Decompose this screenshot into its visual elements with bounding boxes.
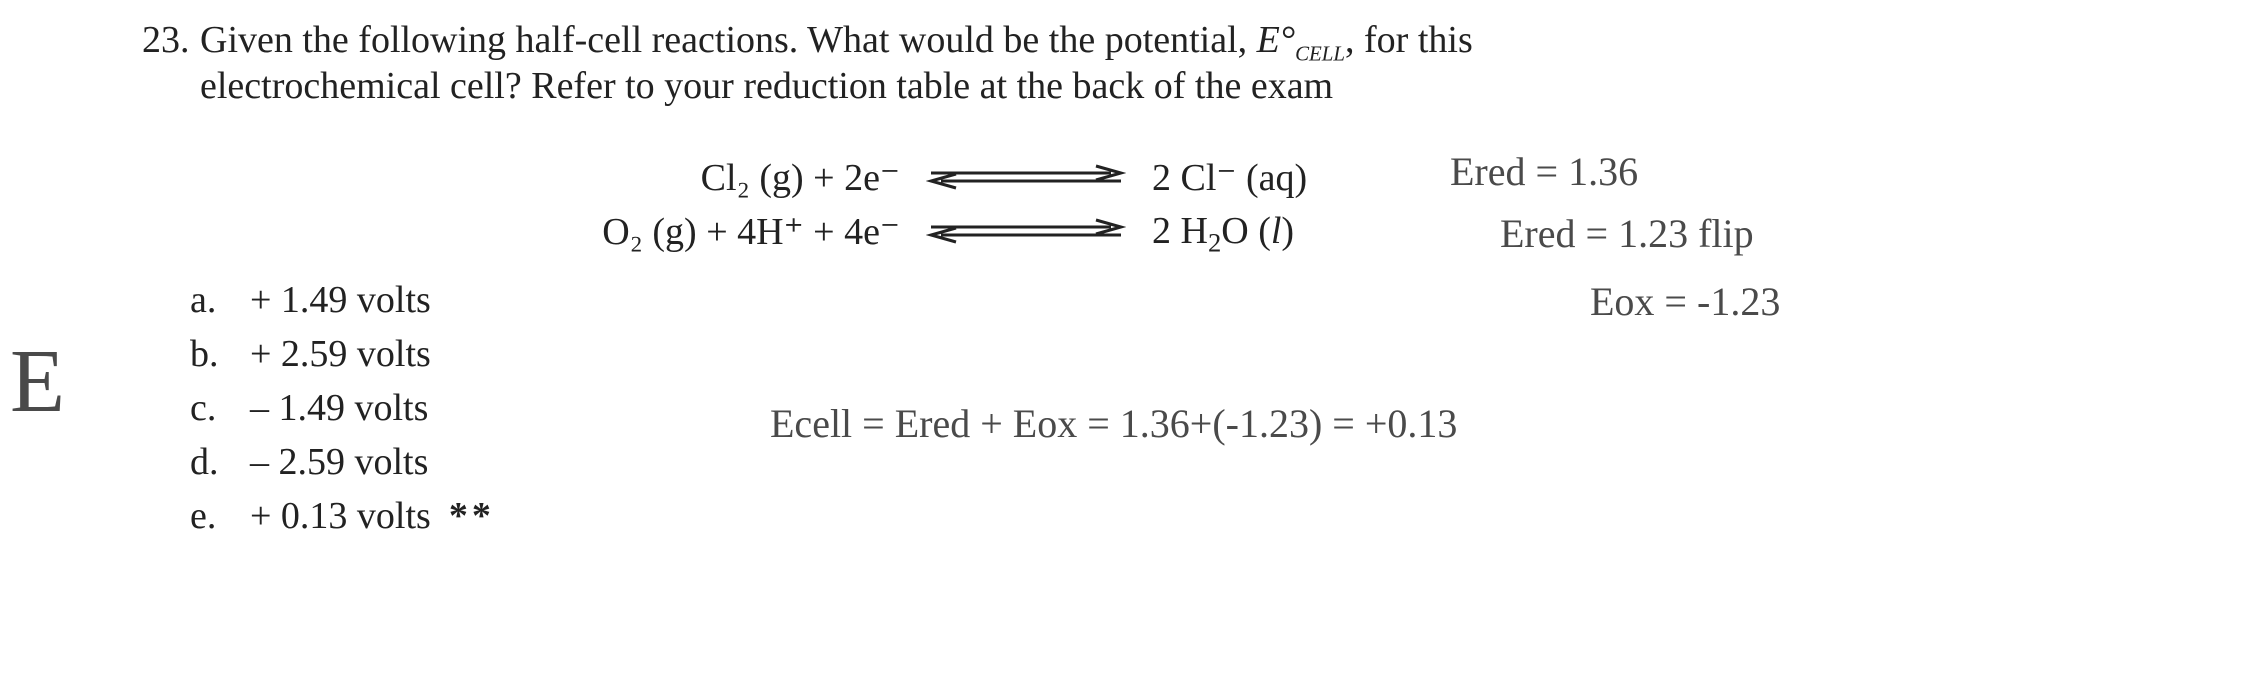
ecell-symbol-e: E°	[1257, 19, 1295, 61]
margin-handwritten-letter: E	[10, 330, 65, 433]
handwritten-ered-1: Ered = 1.36	[1450, 148, 1638, 195]
reaction-2-left: O₂ (g) + 4H⁺ + 4e⁻	[540, 209, 916, 254]
option-letter: a.	[190, 278, 250, 322]
liquid-phase-l: l	[1271, 210, 1282, 252]
handwritten-eox: Eox = -1.23	[1590, 278, 1780, 325]
option-letter: d.	[190, 440, 250, 484]
question-text-1b: , for this	[1345, 19, 1473, 61]
reaction-row-2: O₂ (g) + 4H⁺ + 4e⁻ 2 H2O (l)	[540, 204, 1412, 258]
option-letter: b.	[190, 332, 250, 376]
exam-question-page: 23. Given the following half-cell reacti…	[0, 0, 2262, 674]
option-d: d. – 2.59 volts	[190, 440, 495, 494]
option-a: a. + 1.49 volts	[190, 278, 495, 332]
question-number: 23.	[142, 18, 190, 62]
option-value: – 2.59 volts	[250, 440, 428, 484]
question-text-1a: Given the following half-cell reactions.…	[200, 19, 1257, 61]
option-mark: **	[431, 494, 495, 538]
handwritten-ecell: Ecell = Ered + Eox = 1.36+(-1.23) = +0.1…	[770, 400, 1457, 447]
reaction-row-1: Cl₂ (g) + 2e⁻ 2 Cl⁻ (aq)	[540, 150, 1412, 204]
option-letter: c.	[190, 386, 250, 430]
answer-options: a. + 1.49 volts b. + 2.59 volts c. – 1.4…	[190, 278, 495, 548]
option-value: + 0.13 volts	[250, 494, 431, 538]
option-value: + 2.59 volts	[250, 332, 431, 376]
question-text-line-2: electrochemical cell? Refer to your redu…	[200, 64, 1333, 108]
equilibrium-arrow-icon	[916, 162, 1136, 192]
option-value: + 1.49 volts	[250, 278, 431, 322]
handwritten-ered-2: Ered = 1.23 flip	[1500, 210, 1754, 257]
ecell-symbol-sub: CELL	[1295, 42, 1345, 66]
option-value: – 1.49 volts	[250, 386, 428, 430]
equilibrium-arrow-icon	[916, 216, 1136, 246]
option-e: e. + 0.13 volts **	[190, 494, 495, 548]
half-reactions: Cl₂ (g) + 2e⁻ 2 Cl⁻ (aq) O₂ (g) + 4H⁺ + …	[540, 150, 1412, 258]
question-text-line-1: Given the following half-cell reactions.…	[200, 18, 1473, 62]
option-b: b. + 2.59 volts	[190, 332, 495, 386]
option-c: c. – 1.49 volts	[190, 386, 495, 440]
reaction-1-left: Cl₂ (g) + 2e⁻	[540, 155, 916, 200]
option-letter: e.	[190, 494, 250, 538]
reaction-2-right: 2 H2O (l)	[1136, 209, 1412, 253]
reaction-1-right: 2 Cl⁻ (aq)	[1136, 155, 1412, 200]
